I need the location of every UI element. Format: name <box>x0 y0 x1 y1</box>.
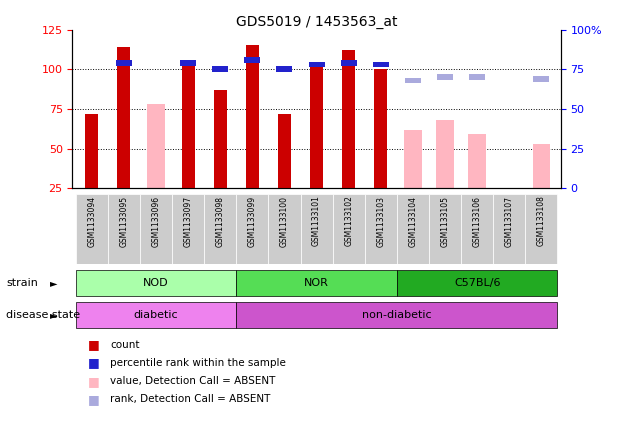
Bar <box>342 50 355 188</box>
FancyBboxPatch shape <box>429 194 461 264</box>
Bar <box>374 69 387 188</box>
Text: GSM1133099: GSM1133099 <box>248 195 257 247</box>
Text: GSM1133107: GSM1133107 <box>505 195 514 247</box>
Text: count: count <box>110 340 140 350</box>
Bar <box>532 144 550 188</box>
Text: NOR: NOR <box>304 278 329 288</box>
Text: diabetic: diabetic <box>134 310 178 320</box>
FancyBboxPatch shape <box>461 194 493 264</box>
Text: rank, Detection Call = ABSENT: rank, Detection Call = ABSENT <box>110 394 271 404</box>
Bar <box>117 47 130 188</box>
Text: ■: ■ <box>88 375 100 387</box>
Bar <box>246 46 259 188</box>
Bar <box>373 62 389 67</box>
Bar <box>341 60 357 66</box>
Bar <box>244 57 260 63</box>
Text: NOD: NOD <box>143 278 169 288</box>
Text: ■: ■ <box>88 393 100 406</box>
FancyBboxPatch shape <box>365 194 397 264</box>
Bar <box>147 104 165 188</box>
Text: GSM1133106: GSM1133106 <box>472 195 482 247</box>
Text: GSM1133097: GSM1133097 <box>183 195 193 247</box>
FancyBboxPatch shape <box>268 194 301 264</box>
Bar <box>310 65 323 188</box>
Text: ►: ► <box>50 278 57 288</box>
Text: GSM1133095: GSM1133095 <box>119 195 129 247</box>
Text: ■: ■ <box>88 357 100 369</box>
Bar <box>236 302 558 328</box>
Text: C57BL/6: C57BL/6 <box>454 278 500 288</box>
FancyBboxPatch shape <box>204 194 236 264</box>
FancyBboxPatch shape <box>397 194 429 264</box>
Text: ►: ► <box>50 310 57 320</box>
Text: disease state: disease state <box>6 310 81 320</box>
Text: value, Detection Call = ABSENT: value, Detection Call = ABSENT <box>110 376 276 386</box>
Bar <box>76 270 236 296</box>
Bar <box>278 114 291 188</box>
Text: GSM1133103: GSM1133103 <box>376 195 386 247</box>
FancyBboxPatch shape <box>76 194 108 264</box>
Bar <box>469 74 485 80</box>
Text: GSM1133098: GSM1133098 <box>215 195 225 247</box>
Title: GDS5019 / 1453563_at: GDS5019 / 1453563_at <box>236 14 398 29</box>
Bar <box>437 74 453 80</box>
Text: GSM1133108: GSM1133108 <box>537 195 546 247</box>
FancyBboxPatch shape <box>140 194 172 264</box>
FancyBboxPatch shape <box>108 194 140 264</box>
Bar <box>404 129 421 188</box>
Text: GSM1133094: GSM1133094 <box>87 195 96 247</box>
Bar <box>212 66 228 72</box>
Bar <box>277 66 292 72</box>
Bar <box>309 62 324 67</box>
Bar <box>85 114 98 188</box>
Bar <box>534 76 549 82</box>
FancyBboxPatch shape <box>493 194 525 264</box>
Text: GSM1133100: GSM1133100 <box>280 195 289 247</box>
Text: strain: strain <box>6 278 38 288</box>
FancyBboxPatch shape <box>301 194 333 264</box>
FancyBboxPatch shape <box>236 194 268 264</box>
Text: non-diabetic: non-diabetic <box>362 310 432 320</box>
Bar <box>405 77 421 83</box>
FancyBboxPatch shape <box>172 194 204 264</box>
Bar <box>180 60 196 66</box>
Bar <box>116 60 132 66</box>
Bar <box>214 90 227 188</box>
Text: GSM1133104: GSM1133104 <box>408 195 418 247</box>
Bar <box>436 120 454 188</box>
Bar <box>236 270 397 296</box>
Text: ■: ■ <box>88 338 100 351</box>
Text: GSM1133101: GSM1133101 <box>312 195 321 247</box>
FancyBboxPatch shape <box>333 194 365 264</box>
Bar <box>181 60 195 188</box>
Bar <box>76 302 236 328</box>
Text: GSM1133102: GSM1133102 <box>344 195 353 247</box>
FancyBboxPatch shape <box>525 194 558 264</box>
Bar <box>397 270 558 296</box>
Text: percentile rank within the sample: percentile rank within the sample <box>110 358 286 368</box>
Bar <box>468 135 486 188</box>
Text: GSM1133096: GSM1133096 <box>151 195 161 247</box>
Text: GSM1133105: GSM1133105 <box>440 195 450 247</box>
